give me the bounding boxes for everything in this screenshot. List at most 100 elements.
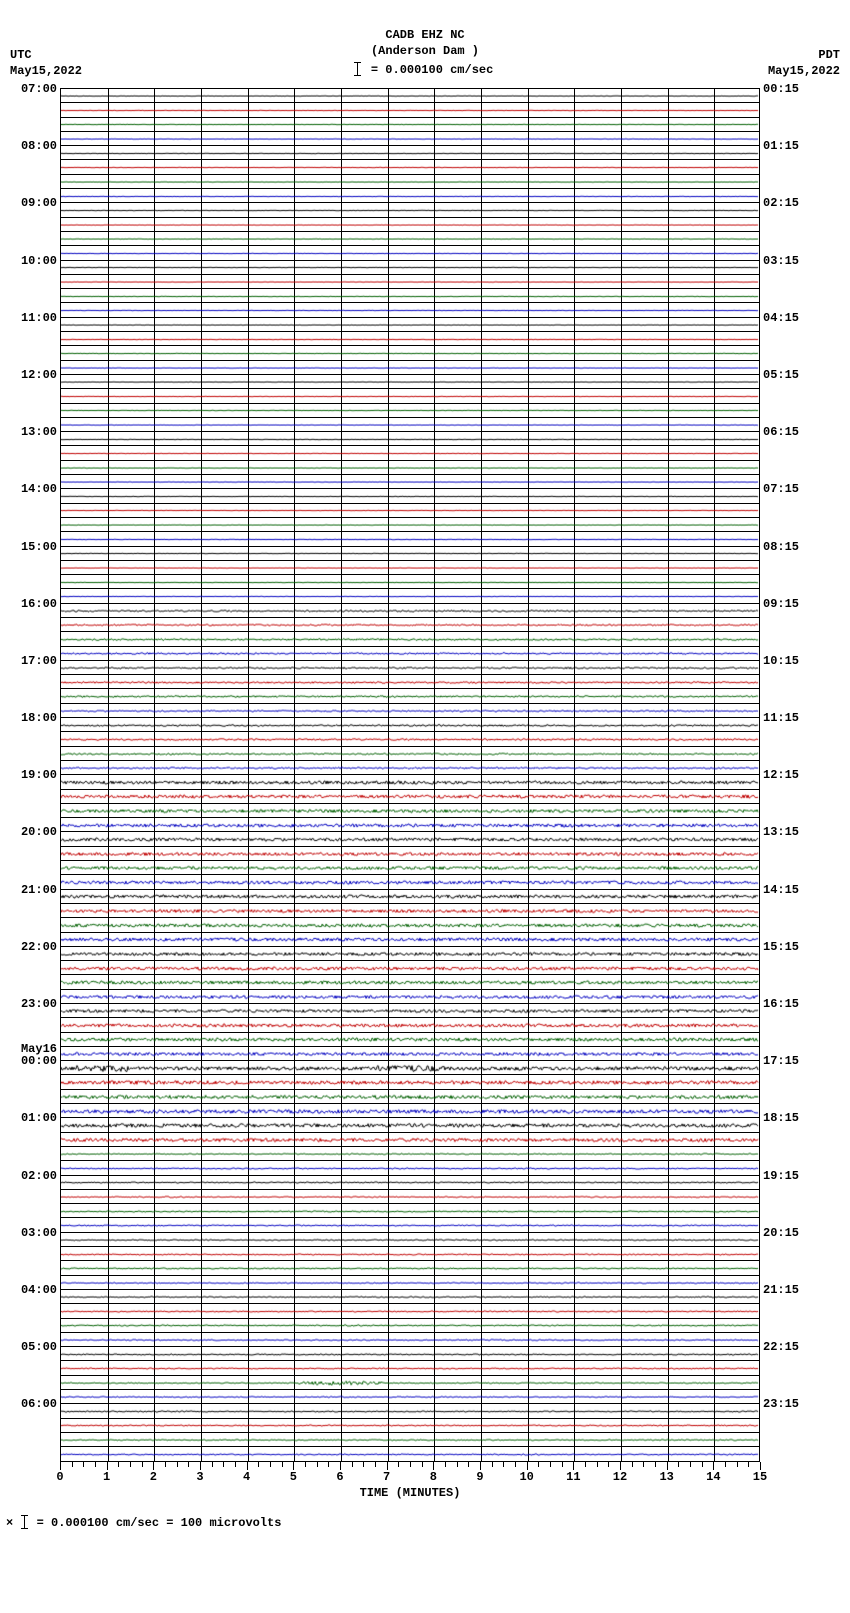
trace-row: 03:0020:15 <box>61 1233 759 1247</box>
trace-row: 20:0013:15 <box>61 832 759 846</box>
tz-left-name: UTC <box>10 48 82 64</box>
pdt-time-label: 11:15 <box>763 711 799 725</box>
trace-row <box>61 1018 759 1032</box>
tz-left: UTC May15,2022 <box>10 48 82 79</box>
pdt-time-label: 14:15 <box>763 883 799 897</box>
trace-row: 12:0005:15 <box>61 375 759 389</box>
trace-row <box>61 475 759 489</box>
trace-row: 23:0016:15 <box>61 1004 759 1018</box>
footer-text: = 0.000100 cm/sec = 100 microvolts <box>37 1516 282 1530</box>
trace-row: 22:0015:15 <box>61 947 759 961</box>
day-break-label: May16 <box>21 1042 57 1056</box>
utc-time-label: 00:00 <box>21 1054 57 1068</box>
trace-row <box>61 275 759 289</box>
trace-row <box>61 1247 759 1261</box>
trace-row: 05:0022:15 <box>61 1347 759 1361</box>
trace-row: 13:0006:15 <box>61 432 759 446</box>
trace-row <box>61 404 759 418</box>
trace-row <box>61 747 759 761</box>
trace-row <box>61 389 759 403</box>
trace-row <box>61 189 759 203</box>
utc-time-label: 06:00 <box>21 1397 57 1411</box>
trace-row <box>61 961 759 975</box>
pdt-time-label: 05:15 <box>763 368 799 382</box>
trace-row <box>61 990 759 1004</box>
utc-time-label: 03:00 <box>21 1226 57 1240</box>
utc-time-label: 14:00 <box>21 482 57 496</box>
trace-row <box>61 504 759 518</box>
x-tick-label: 10 <box>519 1470 533 1484</box>
x-tick-label: 6 <box>336 1470 343 1484</box>
trace-row: 07:0000:15 <box>61 89 759 103</box>
trace-row <box>61 232 759 246</box>
utc-time-label: 16:00 <box>21 597 57 611</box>
trace-row <box>61 446 759 460</box>
pdt-time-label: 03:15 <box>763 254 799 268</box>
x-tick-label: 3 <box>196 1470 203 1484</box>
trace-row <box>61 647 759 661</box>
x-tick-label: 13 <box>659 1470 673 1484</box>
pdt-time-label: 22:15 <box>763 1340 799 1354</box>
location-line: (Anderson Dam ) <box>0 44 850 60</box>
trace-row <box>61 1447 759 1461</box>
utc-time-label: 23:00 <box>21 997 57 1011</box>
x-tick-label: 9 <box>476 1470 483 1484</box>
utc-time-label: 13:00 <box>21 425 57 439</box>
trace-row <box>61 1104 759 1118</box>
pdt-time-label: 09:15 <box>763 597 799 611</box>
utc-time-label: 09:00 <box>21 196 57 210</box>
trace-row: 19:0012:15 <box>61 775 759 789</box>
trace-row <box>61 418 759 432</box>
utc-time-label: 07:00 <box>21 82 57 96</box>
trace-row: 17:0010:15 <box>61 661 759 675</box>
utc-time-label: 02:00 <box>21 1169 57 1183</box>
x-tick-label: 4 <box>243 1470 250 1484</box>
trace-row <box>61 561 759 575</box>
trace-row: 04:0021:15 <box>61 1290 759 1304</box>
trace-row <box>61 704 759 718</box>
header-scale-text: = 0.000100 cm/sec <box>371 63 493 77</box>
trace-row <box>61 461 759 475</box>
pdt-time-label: 16:15 <box>763 997 799 1011</box>
trace-row <box>61 1204 759 1218</box>
utc-time-label: 22:00 <box>21 940 57 954</box>
trace-row: 02:0019:15 <box>61 1176 759 1190</box>
trace-row <box>61 1390 759 1404</box>
tz-right-date: May15,2022 <box>768 64 840 80</box>
pdt-time-label: 19:15 <box>763 1169 799 1183</box>
trace-row: 11:0004:15 <box>61 318 759 332</box>
pdt-time-label: 12:15 <box>763 768 799 782</box>
trace-row: 10:0003:15 <box>61 261 759 275</box>
trace-row <box>61 346 759 360</box>
x-tick-label: 8 <box>430 1470 437 1484</box>
trace-row <box>61 289 759 303</box>
trace-row <box>61 303 759 317</box>
pdt-time-label: 08:15 <box>763 540 799 554</box>
trace-row: 00:0017:15May16 <box>61 1061 759 1075</box>
pdt-time-label: 07:15 <box>763 482 799 496</box>
footer-leading: × <box>6 1516 13 1530</box>
trace-row <box>61 918 759 932</box>
trace-row <box>61 132 759 146</box>
trace-row <box>61 933 759 947</box>
trace-row <box>61 332 759 346</box>
trace-row <box>61 1161 759 1175</box>
utc-time-label: 08:00 <box>21 139 57 153</box>
x-tick-label: 1 <box>103 1470 110 1484</box>
x-tick-label: 2 <box>150 1470 157 1484</box>
title-block: CADB EHZ NC (Anderson Dam ) = 0.000100 c… <box>0 28 850 79</box>
trace-row <box>61 218 759 232</box>
trace-row <box>61 1376 759 1390</box>
trace-row <box>61 1276 759 1290</box>
trace-row <box>61 1133 759 1147</box>
trace-row <box>61 1319 759 1333</box>
trace-row: 06:0023:15 <box>61 1404 759 1418</box>
trace-row <box>61 861 759 875</box>
trace-row <box>61 589 759 603</box>
trace-row <box>61 1190 759 1204</box>
pdt-time-label: 06:15 <box>763 425 799 439</box>
trace-row <box>61 518 759 532</box>
pdt-time-label: 13:15 <box>763 825 799 839</box>
tz-left-date: May15,2022 <box>10 64 82 80</box>
trace-row: 08:0001:15 <box>61 146 759 160</box>
